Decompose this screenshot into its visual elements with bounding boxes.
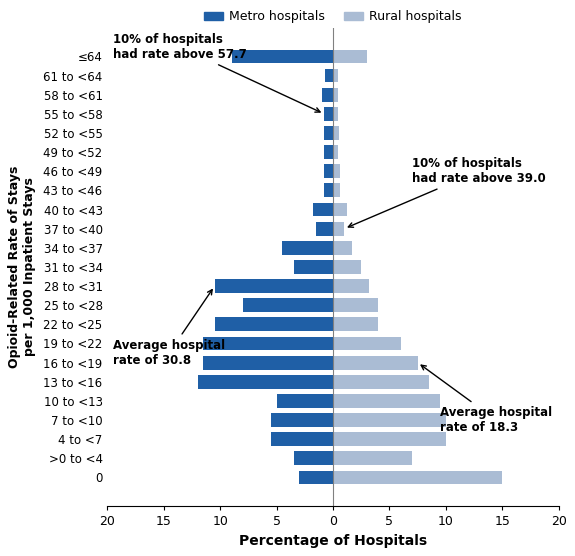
Bar [333, 413, 446, 427]
Bar [204, 336, 333, 350]
Bar [333, 394, 440, 408]
Bar [333, 165, 340, 178]
Bar [333, 49, 367, 63]
Bar [324, 126, 333, 140]
Bar [333, 241, 352, 255]
Bar [333, 202, 347, 216]
Bar [324, 183, 333, 197]
Bar [322, 88, 333, 102]
Bar [333, 356, 417, 370]
X-axis label: Percentage of Hospitals: Percentage of Hospitals [239, 534, 427, 548]
Y-axis label: Opioid-Related Rate of Stays
per 1,000 Inpatient Stays: Opioid-Related Rate of Stays per 1,000 I… [8, 166, 36, 368]
Bar [243, 299, 333, 312]
Bar [333, 451, 412, 465]
Bar [232, 49, 333, 63]
Bar [325, 68, 333, 82]
Bar [333, 299, 378, 312]
Bar [333, 279, 369, 293]
Bar [333, 470, 503, 484]
Bar [271, 432, 333, 446]
Bar [324, 107, 333, 121]
Bar [333, 68, 338, 82]
Bar [324, 165, 333, 178]
Bar [333, 126, 339, 140]
Bar [333, 145, 338, 159]
Bar [316, 222, 333, 236]
Bar [299, 470, 333, 484]
Bar [333, 222, 344, 236]
Bar [333, 317, 378, 331]
Bar [282, 241, 333, 255]
Bar [333, 88, 338, 102]
Bar [214, 317, 333, 331]
Bar [313, 202, 333, 216]
Bar [333, 107, 338, 121]
Text: Average hospital
rate of 18.3: Average hospital rate of 18.3 [421, 365, 553, 434]
Bar [271, 413, 333, 427]
Bar [333, 432, 446, 446]
Bar [324, 145, 333, 159]
Bar [204, 356, 333, 370]
Bar [277, 394, 333, 408]
Bar [333, 183, 340, 197]
Legend: Metro hospitals, Rural hospitals: Metro hospitals, Rural hospitals [200, 6, 467, 28]
Bar [333, 375, 429, 389]
Bar [198, 375, 333, 389]
Text: Average hospital
rate of 30.8: Average hospital rate of 30.8 [113, 290, 225, 367]
Bar [333, 336, 401, 350]
Bar [294, 451, 333, 465]
Text: 10% of hospitals
had rate above 39.0: 10% of hospitals had rate above 39.0 [348, 157, 546, 227]
Bar [333, 260, 361, 274]
Text: 10% of hospitals
had rate above 57.7: 10% of hospitals had rate above 57.7 [113, 33, 320, 112]
Bar [214, 279, 333, 293]
Bar [294, 260, 333, 274]
